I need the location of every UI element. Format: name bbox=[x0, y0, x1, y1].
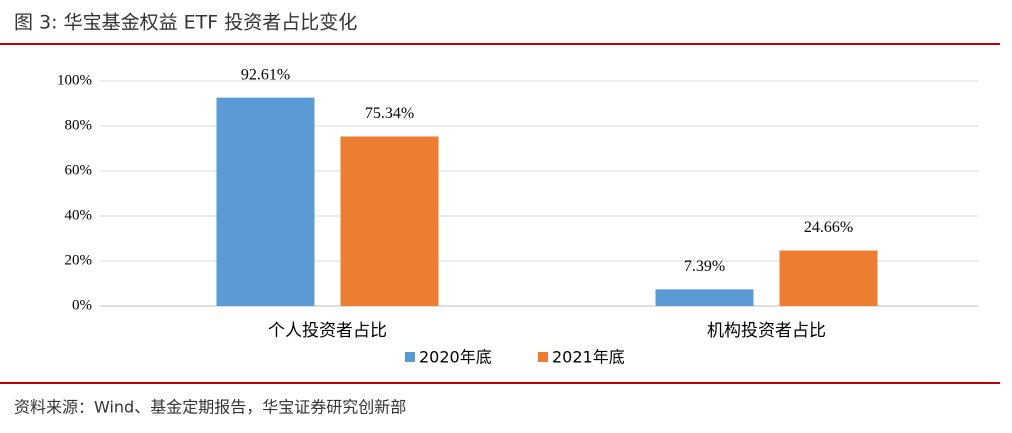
y-tick-label: 100% bbox=[57, 72, 92, 88]
y-tick-label: 60% bbox=[65, 162, 93, 178]
y-tick-label: 20% bbox=[65, 252, 93, 268]
y-tick-label: 0% bbox=[72, 297, 92, 313]
bar bbox=[340, 136, 439, 306]
bar bbox=[779, 250, 878, 306]
data-label: 24.66% bbox=[804, 219, 853, 236]
legend-label: 2020年底 bbox=[419, 348, 492, 367]
y-tick-label: 80% bbox=[65, 117, 93, 133]
data-label: 75.34% bbox=[365, 105, 414, 122]
source-note: 资料来源：Wind、基金定期报告，华宝证券研究创新部 bbox=[14, 398, 406, 417]
bar bbox=[655, 289, 754, 306]
legend-label: 2021年底 bbox=[552, 348, 625, 367]
x-tick-label: 个人投资者占比 bbox=[268, 321, 387, 341]
data-label: 7.39% bbox=[684, 258, 725, 275]
y-tick-label: 40% bbox=[65, 207, 93, 223]
data-label: 92.61% bbox=[241, 66, 290, 83]
legend-swatch bbox=[538, 352, 548, 362]
x-tick-label: 机构投资者占比 bbox=[707, 321, 826, 341]
legend-swatch bbox=[405, 352, 415, 362]
bar bbox=[216, 97, 315, 306]
chart-title: 图 3: 华宝基金权益 ETF 投资者占比变化 bbox=[14, 12, 357, 34]
